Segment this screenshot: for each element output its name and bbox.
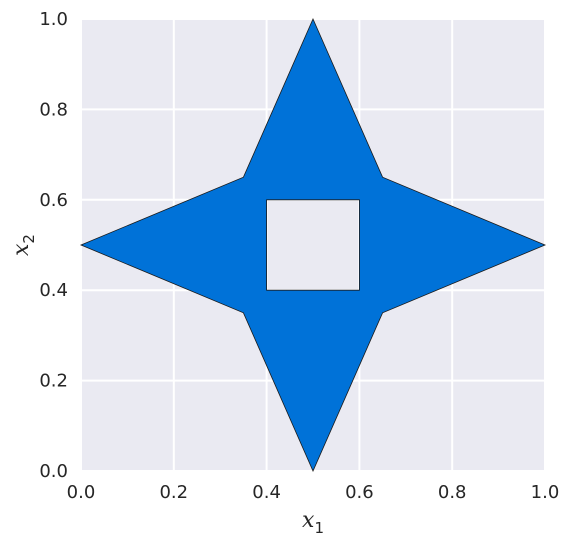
x-axis-label: x1 — [302, 508, 324, 537]
x-tick-label: 0.6 — [345, 482, 374, 503]
y-tick-label: 0.6 — [39, 190, 68, 211]
x-axis-label-subscript: 1 — [314, 519, 324, 537]
x-axis-label-main: x — [302, 508, 315, 533]
star-polygon-with-hole — [79, 18, 547, 472]
x-tick-label: 0.4 — [252, 482, 281, 503]
x-tick-label: 1.0 — [531, 482, 560, 503]
y-tick-label: 1.0 — [39, 9, 68, 30]
y-tick-label: 0.8 — [39, 99, 68, 120]
x-tick-label: 0.8 — [438, 482, 467, 503]
y-axis-label: x2 — [9, 234, 38, 256]
x-tick-label: 0.2 — [159, 482, 188, 503]
x-tick-label: 0.0 — [67, 482, 96, 503]
y-axis-label-main: x — [9, 243, 34, 256]
y-tick-label: 0.0 — [39, 461, 68, 482]
y-tick-label: 0.2 — [39, 371, 68, 392]
y-axis-label-subscript: 2 — [20, 234, 38, 244]
x-tick-labels: 0.0 0.2 0.4 0.6 0.8 1.0 — [67, 482, 560, 503]
y-tick-labels: 0.0 0.2 0.4 0.6 0.8 1.0 — [39, 9, 68, 482]
y-tick-label: 0.4 — [39, 280, 68, 301]
